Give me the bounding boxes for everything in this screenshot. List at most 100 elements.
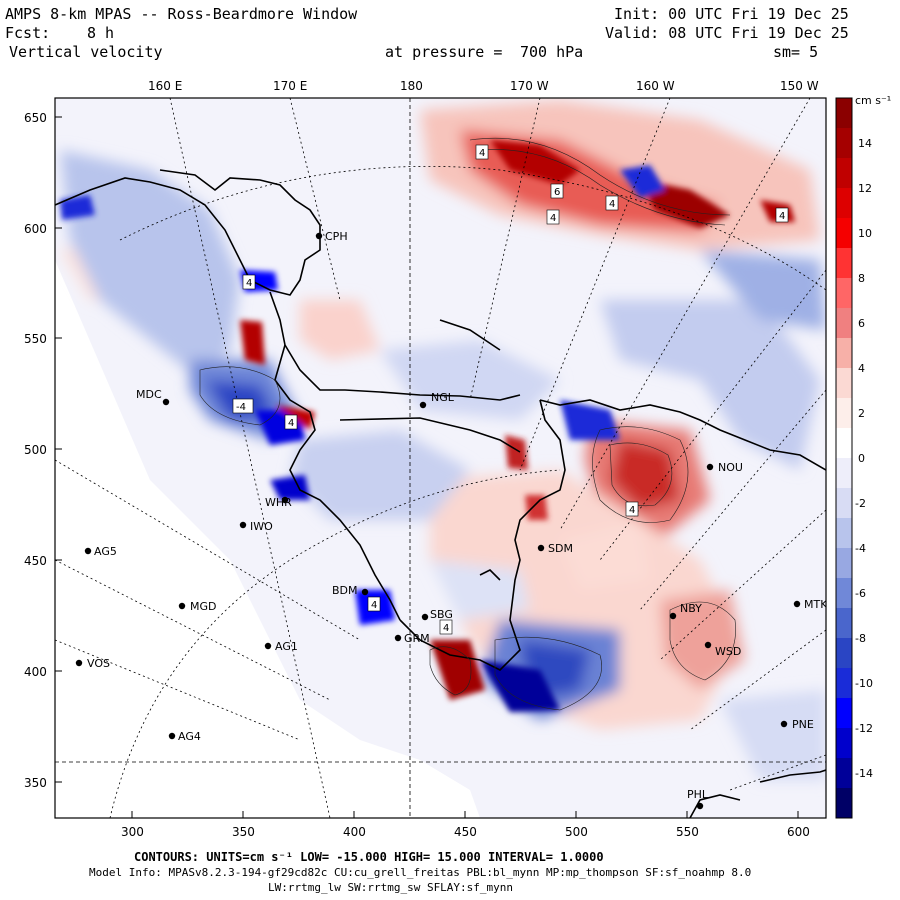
- plot-frame: [54, 97, 827, 819]
- no-data-region: [55, 260, 480, 818]
- svg-text:4: 4: [609, 199, 615, 210]
- colorbar-swatch: [836, 698, 852, 729]
- station-ag4: AG4: [168, 730, 201, 743]
- svg-text:SBG: SBG: [430, 608, 453, 621]
- contour-label: 4: [439, 619, 453, 635]
- colorbar-swatch: [836, 428, 852, 459]
- colorbar-swatch: [836, 368, 852, 399]
- contour-label: 4: [475, 144, 489, 160]
- contour-label: 4: [605, 195, 619, 211]
- colorbar-swatch: [836, 488, 852, 519]
- pressure-label: at pressure =: [385, 43, 503, 61]
- contour-info: CONTOURS: UNITS=cm s⁻¹ LOW= -15.000 HIGH…: [134, 850, 604, 864]
- colorbar-swatch: [836, 278, 852, 309]
- svg-text:500: 500: [565, 825, 588, 839]
- svg-text:650: 650: [24, 111, 47, 125]
- contour-label: -4: [232, 398, 254, 414]
- smoothing-value: sm= 5: [773, 43, 819, 61]
- svg-text:400: 400: [343, 825, 366, 839]
- svg-text:GRM: GRM: [404, 632, 430, 645]
- svg-text:450: 450: [24, 554, 47, 568]
- colorbar-swatch: [836, 188, 852, 219]
- svg-text:4: 4: [779, 211, 785, 222]
- bottom-axis: 300 350 400 450 500 550 600: [121, 811, 810, 839]
- colorbar-swatch: [836, 128, 852, 159]
- svg-text:160 W: 160 W: [636, 79, 675, 93]
- station-bdm: BDM: [332, 584, 369, 597]
- field-name: Vertical velocity: [9, 43, 163, 61]
- contour-lines: [199, 137, 736, 711]
- colorbar-swatch: [836, 458, 852, 489]
- svg-text:500: 500: [24, 443, 47, 457]
- svg-text:WSD: WSD: [715, 645, 741, 658]
- colorbar-level-label: -10: [855, 677, 873, 690]
- station-sbg: SBG: [421, 608, 453, 621]
- contour-label: 4: [625, 501, 639, 517]
- stations: CPH NGL MDC WHR IWO AG5 SDM MGD BDM SBG …: [75, 230, 828, 810]
- init-time: Init: 00 UTC Fri 19 Dec 25: [614, 5, 849, 23]
- station-iwo: IWO: [239, 520, 273, 533]
- svg-text:AG4: AG4: [178, 730, 201, 743]
- colorbar-level-label: -14: [855, 767, 873, 780]
- svg-text:PHL: PHL: [687, 788, 709, 801]
- svg-text:4: 4: [288, 418, 294, 429]
- svg-text:PNE: PNE: [792, 718, 814, 731]
- station-ngl: NGL: [419, 391, 455, 409]
- station-phl: PHL: [687, 788, 709, 810]
- station-whr: WHR: [265, 496, 292, 509]
- svg-text:350: 350: [232, 825, 255, 839]
- coastline: [55, 169, 826, 818]
- colorbar-level-label: -2: [855, 497, 866, 510]
- svg-text:VOS: VOS: [87, 657, 110, 670]
- colorbar-swatch: [836, 728, 852, 759]
- colorbar-level-label: 8: [858, 272, 865, 285]
- colorbar-swatch: [836, 158, 852, 189]
- svg-text:550: 550: [676, 825, 699, 839]
- colorbar-frame: [835, 97, 853, 819]
- svg-text:4: 4: [550, 213, 556, 224]
- svg-text:MDC: MDC: [136, 388, 162, 401]
- colorbar-swatch: [836, 548, 852, 579]
- colorbar-swatch: [836, 308, 852, 339]
- svg-text:4: 4: [371, 600, 377, 611]
- colorbar-swatch: [836, 248, 852, 279]
- station-mtk: MTK: [793, 598, 828, 611]
- colorbar-swatch: [836, 218, 852, 249]
- physics-info: LW:rrtmg_lw SW:rrtmg_sw SFLAY:sf_mynn: [268, 881, 514, 894]
- colorbar-units: cm s⁻¹: [855, 94, 891, 107]
- colorbar-swatch: [836, 608, 852, 639]
- graticule: [55, 98, 826, 818]
- colorbar: [835, 97, 853, 819]
- station-sdm: SDM: [537, 542, 573, 555]
- left-axis: 650 600 550 500 450 400 350: [24, 111, 62, 790]
- svg-text:NBY: NBY: [680, 602, 702, 615]
- contour-labels: 4 4 6 4 4 4 -4 4 4 4 4: [232, 144, 789, 635]
- colorbar-level-label: 14: [858, 137, 872, 150]
- svg-text:NOU: NOU: [718, 461, 743, 474]
- station-nou: NOU: [706, 461, 743, 474]
- contour-label: 4: [775, 207, 789, 223]
- svg-text:-4: -4: [236, 402, 246, 413]
- colorbar-level-label: -12: [855, 722, 873, 735]
- svg-text:NGL: NGL: [431, 391, 455, 404]
- svg-text:170 W: 170 W: [510, 79, 549, 93]
- svg-text:WHR: WHR: [265, 496, 292, 509]
- station-vos: VOS: [75, 657, 110, 670]
- station-grm: GRM: [394, 632, 430, 645]
- svg-text:170 E: 170 E: [273, 79, 307, 93]
- colorbar-level-label: -8: [855, 632, 866, 645]
- contour-label: 4: [284, 414, 298, 430]
- svg-text:150 W: 150 W: [780, 79, 819, 93]
- colorbar-swatch: [836, 98, 852, 129]
- colorbar-swatch: [836, 518, 852, 549]
- svg-text:AG5: AG5: [94, 545, 117, 558]
- svg-text:550: 550: [24, 332, 47, 346]
- svg-text:MTK: MTK: [804, 598, 828, 611]
- svg-text:600: 600: [24, 222, 47, 236]
- plot-area: 4 4 6 4 4 4 -4 4 4 4 4 CPH NGL MDC WHR I…: [55, 98, 828, 818]
- colorbar-labels: 14 12 10 8 6 4 2 0 -2 -4 -6 -8 -10 -12 -14: [855, 137, 873, 780]
- colorbar-level-label: -6: [855, 587, 866, 600]
- colorbar-swatch: [836, 788, 852, 819]
- forecast-hour: 8 h: [87, 24, 115, 42]
